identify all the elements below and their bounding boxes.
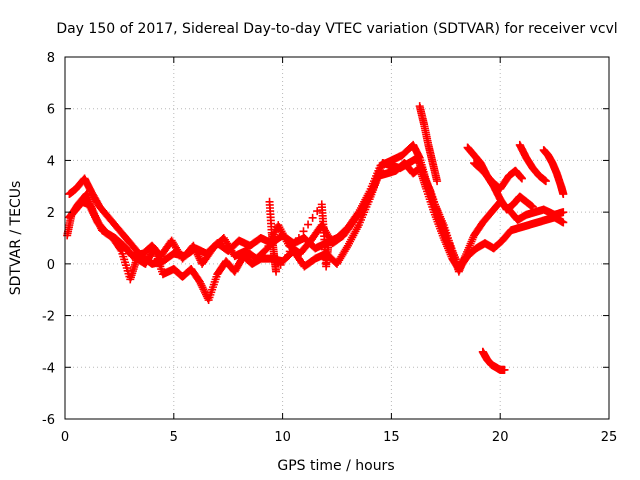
data-point [190, 243, 199, 252]
x-tick-label: 25 [601, 430, 618, 445]
y-tick-label: 2 [47, 206, 55, 221]
data-point [559, 208, 568, 217]
data-point [367, 187, 376, 196]
data-point [369, 184, 378, 193]
data-point [559, 218, 568, 227]
data-point [281, 254, 290, 263]
series-track-g [515, 140, 550, 186]
data-point [90, 211, 99, 220]
data-point [189, 241, 198, 250]
ticks: 0 5 10 15 20 25 -6 -4 -2 0 2 4 6 8 [42, 51, 617, 445]
data-point [200, 287, 209, 296]
y-axis-label: SDTVAR / TECUs [8, 181, 24, 296]
data-point [500, 365, 509, 374]
axes [64, 56, 610, 420]
data-point [196, 279, 205, 288]
y-tick-label: 8 [47, 51, 55, 66]
data-point [362, 198, 371, 207]
data-point [366, 189, 375, 198]
x-tick-label: 20 [492, 430, 509, 445]
data-point [361, 200, 370, 209]
data-point [197, 281, 206, 290]
series-track-d [415, 102, 442, 186]
series-track-h [539, 146, 568, 199]
series-track-j [265, 197, 333, 276]
data-point [191, 245, 200, 254]
data-point [304, 220, 313, 229]
data-point [272, 267, 281, 276]
data-point [192, 248, 201, 257]
data-point [365, 191, 374, 200]
x-axis-label: GPS time / hours [277, 458, 394, 474]
data-point [541, 177, 550, 186]
data-point [452, 257, 461, 266]
data-point [191, 247, 200, 256]
data-point [89, 209, 98, 218]
data-point [87, 205, 96, 214]
data-point [313, 207, 322, 216]
data-point [290, 240, 299, 249]
x-tick-label: 10 [274, 430, 291, 445]
y-tick-label: -4 [42, 361, 55, 376]
y-tick-label: -2 [42, 310, 55, 325]
x-tick-label: 5 [170, 430, 178, 445]
data-point [368, 185, 377, 194]
data-point [517, 174, 526, 183]
data-point [276, 260, 285, 269]
data-point [363, 194, 372, 203]
series-track-f [470, 159, 526, 193]
data-point [199, 285, 208, 294]
series-track-i [478, 347, 509, 374]
plot-border [64, 56, 610, 420]
x-tick-label: 15 [383, 430, 400, 445]
data-point [195, 277, 204, 286]
y-tick-label: 6 [47, 103, 55, 118]
data-point [85, 202, 94, 211]
data-point [433, 177, 442, 186]
data-point [198, 283, 207, 292]
data-point [308, 213, 317, 222]
data-point [324, 241, 333, 250]
data-point [364, 193, 373, 202]
y-tick-label: -6 [42, 413, 55, 428]
y-tick-label: 0 [47, 258, 55, 273]
chart-title: Day 150 of 2017, Sidereal Day-to-day VTE… [56, 21, 617, 37]
data-point [86, 204, 95, 213]
data-point [91, 214, 100, 223]
data-points [63, 102, 568, 374]
data-point [285, 247, 294, 256]
data-point [193, 250, 202, 259]
data-point [299, 227, 308, 236]
data-point [528, 202, 537, 211]
data-point [559, 190, 568, 199]
data-point [84, 200, 93, 209]
x-tick-label: 0 [61, 430, 69, 445]
y-tick-label: 4 [47, 154, 55, 169]
data-point [363, 196, 372, 205]
data-point [194, 252, 203, 261]
data-point [91, 213, 100, 222]
data-point [88, 207, 97, 216]
series-track-c [65, 153, 461, 268]
data-point [294, 234, 303, 242]
